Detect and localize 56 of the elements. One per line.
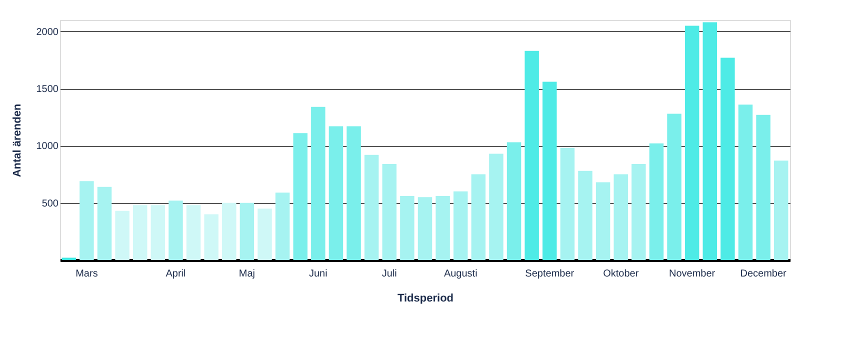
x-tick-label: Augusti (444, 268, 478, 280)
bar (418, 197, 432, 260)
x-tick-label: Juli (382, 268, 397, 280)
bar (578, 170, 592, 260)
bar (489, 154, 504, 260)
x-tick-label: December (740, 268, 788, 280)
y-tick-label: 1500 (36, 84, 59, 96)
bar (97, 186, 112, 260)
bar (436, 196, 450, 260)
bar (738, 104, 753, 260)
bar (204, 214, 218, 260)
bar (382, 164, 397, 260)
bar (364, 154, 379, 260)
bar (115, 210, 130, 260)
bar (293, 133, 308, 260)
x-tick-label: November (669, 268, 716, 280)
bar (720, 58, 735, 260)
bar (400, 196, 414, 260)
bar (667, 114, 682, 260)
bar (186, 205, 201, 260)
bar (632, 164, 646, 260)
bar (756, 114, 770, 260)
bar (240, 202, 254, 260)
bar (150, 205, 166, 260)
bar (649, 143, 664, 260)
y-tick-label: 2000 (36, 26, 59, 38)
bar (133, 205, 148, 260)
bar (453, 191, 468, 260)
bar (328, 126, 344, 260)
x-tick-label: Mars (76, 268, 98, 280)
bar (596, 182, 610, 260)
bar (560, 148, 575, 260)
bar (506, 142, 522, 260)
x-tick-label: September (525, 268, 575, 280)
bar (346, 126, 361, 260)
bar (542, 82, 557, 260)
y-axis-title: Antal ärenden (11, 104, 24, 178)
bar (168, 200, 183, 260)
y-tick-label: 500 (42, 198, 59, 210)
bar (702, 22, 717, 260)
bar (614, 174, 628, 260)
x-tick-label: Oktober (603, 268, 640, 280)
bar (275, 192, 290, 260)
x-tick-label: April (166, 268, 186, 280)
y-tick-label: 1000 (36, 141, 59, 152)
x-tick-label: Juni (308, 268, 328, 280)
bar (258, 208, 272, 260)
bar (684, 26, 700, 260)
bar (80, 181, 94, 260)
bar (471, 174, 486, 260)
bar (524, 50, 539, 260)
bar (774, 160, 788, 260)
x-tick-label: Maj (238, 268, 256, 280)
x-axis-title: Tidsperiod (397, 292, 454, 304)
bar (311, 106, 326, 260)
bar (222, 202, 236, 260)
